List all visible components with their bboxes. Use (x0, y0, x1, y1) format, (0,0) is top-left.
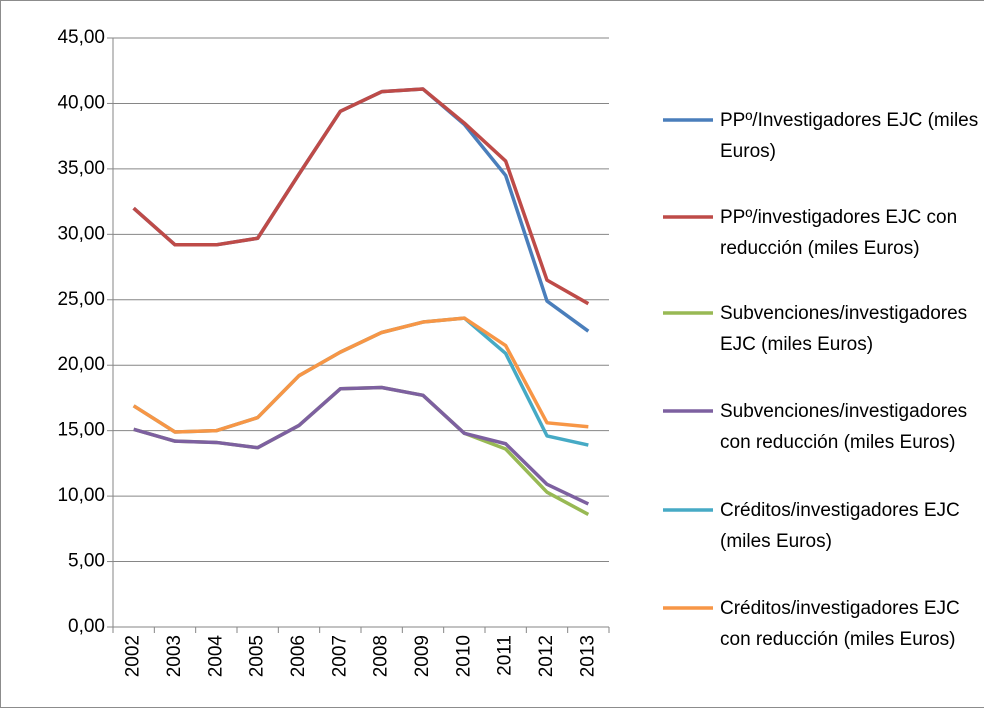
x-tick-label: 2011 (495, 635, 516, 676)
x-tick-label: 2008 (371, 635, 392, 677)
legend-label: Subvenciones/investigadores EJC (miles E… (720, 303, 968, 355)
x-tick-label: 2002 (123, 635, 144, 677)
x-tick-label: 2005 (247, 635, 268, 677)
x-tick-label: 2009 (412, 635, 433, 677)
y-tick-label: 40,00 (57, 92, 105, 113)
series-line (132, 316, 589, 434)
y-tick-label: 30,00 (57, 223, 105, 244)
y-tick-label: 25,00 (57, 289, 105, 310)
legend-label: PPº/Investigadores EJC (miles Euros) (720, 110, 979, 162)
x-tick-label: 2007 (329, 635, 350, 677)
y-tick-label: 45,00 (57, 27, 105, 48)
x-tick-label: 2012 (536, 635, 557, 677)
series-line (132, 87, 590, 333)
y-tick-label: 5,00 (68, 551, 105, 572)
legend-label: Créditos/investigadores EJC con reducció… (720, 598, 960, 650)
x-tick-label: 2006 (288, 635, 309, 677)
legend-label: PPº/investigadores EJC con reducción (mi… (720, 207, 958, 259)
x-tick-label: 2004 (205, 635, 226, 678)
x-tick-label: 2003 (164, 635, 185, 677)
y-tick-label: 35,00 (57, 158, 105, 179)
y-tick-label: 10,00 (57, 485, 105, 506)
series-line (132, 316, 589, 447)
legend-label: Subvenciones/investigadores con reducció… (720, 401, 968, 453)
series-line (132, 87, 590, 306)
series-line (133, 385, 590, 516)
y-tick-label: 20,00 (57, 354, 105, 375)
x-tick-label: 2013 (577, 635, 598, 677)
y-tick-label: 0,00 (68, 616, 105, 637)
y-tick-label: 15,00 (57, 420, 105, 441)
x-tick-label: 2010 (453, 635, 474, 677)
legend-label: Créditos/investigadores EJC (miles Euros… (720, 500, 960, 552)
series-line (133, 385, 590, 506)
